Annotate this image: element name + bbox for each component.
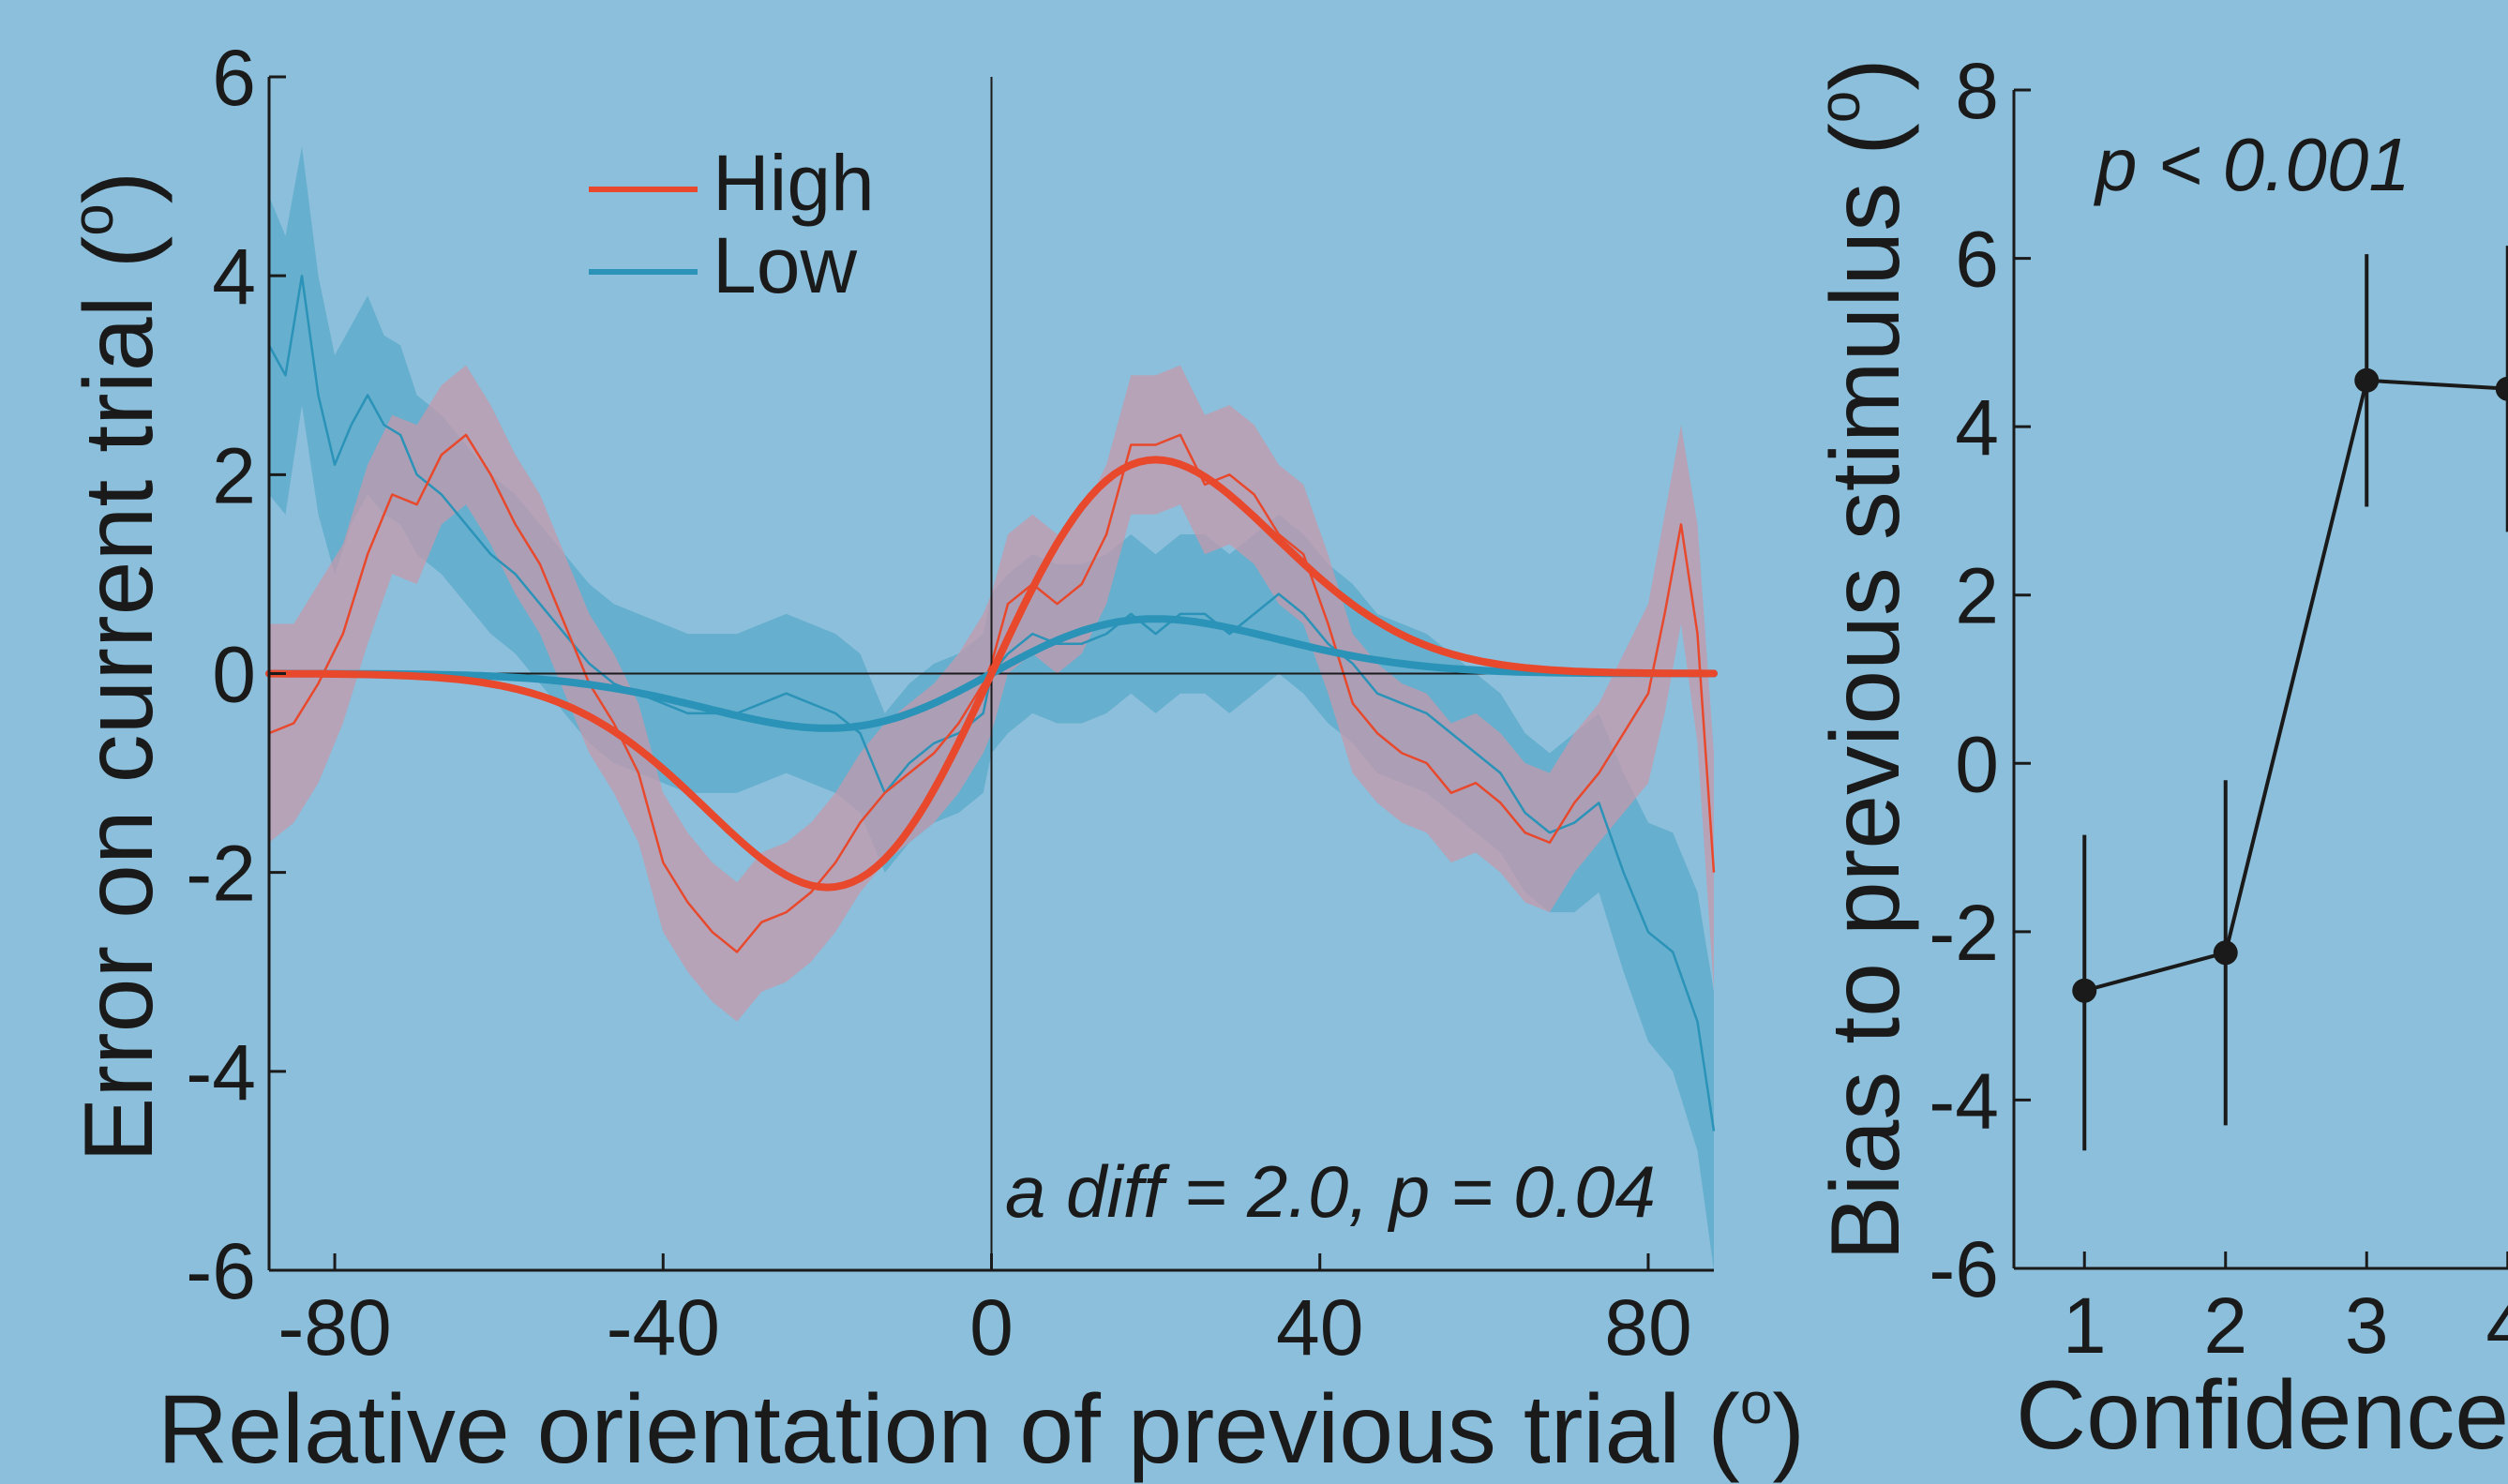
left-xlabel: Relative orientation of previous trial (… xyxy=(158,1372,1805,1484)
right-y-tick-label: -6 xyxy=(1929,1225,1999,1313)
right-y-tick-label: -4 xyxy=(1929,1057,1999,1145)
raw-line-high xyxy=(268,433,1716,953)
legend-low-label: Low xyxy=(713,221,857,309)
left-y-tick-label: 4 xyxy=(212,232,256,321)
right-x-tick-label: 3 xyxy=(2345,1282,2389,1370)
legend-high-label: High xyxy=(713,139,875,227)
right-x-tick-label: 1 xyxy=(2063,1282,2107,1370)
right-y-tick-label: 8 xyxy=(1955,47,1999,135)
left-y-tick-label: 0 xyxy=(212,631,256,719)
data-point xyxy=(2354,367,2380,393)
right-ylabel: Bias to previous stimulus (o) xyxy=(1808,58,1920,1261)
left-annotation: a diff = 2.0, p = 0.04 xyxy=(1005,1150,1656,1233)
right-x-tick-label: 2 xyxy=(2203,1282,2247,1370)
left-x-tick-label: 80 xyxy=(1604,1283,1691,1372)
right-axes: -6 -4 -2 0 2 4 6 8 1 2 3 4 xyxy=(1929,47,2508,1370)
legend: High Low xyxy=(589,139,875,309)
right-annotation: p < 0.001 xyxy=(2094,123,2410,206)
right-x-tick-label: 4 xyxy=(2485,1282,2508,1370)
left-axes: -6 -4 -2 0 2 4 6 -80 -40 0 40 80 xyxy=(186,34,1714,1372)
left-panel: -6 -4 -2 0 2 4 6 -80 -40 0 40 80 High Low a diff = … xyxy=(61,34,1805,1484)
left-y-tick-label: 2 xyxy=(212,431,256,519)
data-point xyxy=(2495,376,2508,401)
right-xlabel: Confidence xyxy=(2016,1361,2508,1470)
data-point xyxy=(2072,978,2097,1003)
left-x-tick-label: -40 xyxy=(607,1283,720,1372)
right-y-tick-label: 6 xyxy=(1955,216,1999,304)
fit-line-high xyxy=(265,456,1718,892)
fit-curves xyxy=(265,456,1718,892)
bias-line xyxy=(2083,378,2508,993)
right-y-tick-label: 4 xyxy=(1955,383,1999,472)
left-ylabel: Error on current trial (o) xyxy=(61,172,173,1162)
left-y-tick-label: -6 xyxy=(186,1227,256,1315)
data-point xyxy=(2213,940,2238,966)
right-y-tick-label: 0 xyxy=(1955,720,1999,808)
left-x-tick-label: 40 xyxy=(1276,1283,1363,1372)
right-y-tick-label: 2 xyxy=(1955,552,1999,640)
left-y-tick-label: -2 xyxy=(186,830,256,918)
left-x-tick-label: -80 xyxy=(278,1283,391,1372)
left-x-tick-label: 0 xyxy=(969,1283,1014,1372)
left-y-tick-label: 6 xyxy=(212,34,256,122)
right-y-tick-label: -2 xyxy=(1929,889,1999,977)
left-y-tick-label: -4 xyxy=(186,1028,256,1117)
